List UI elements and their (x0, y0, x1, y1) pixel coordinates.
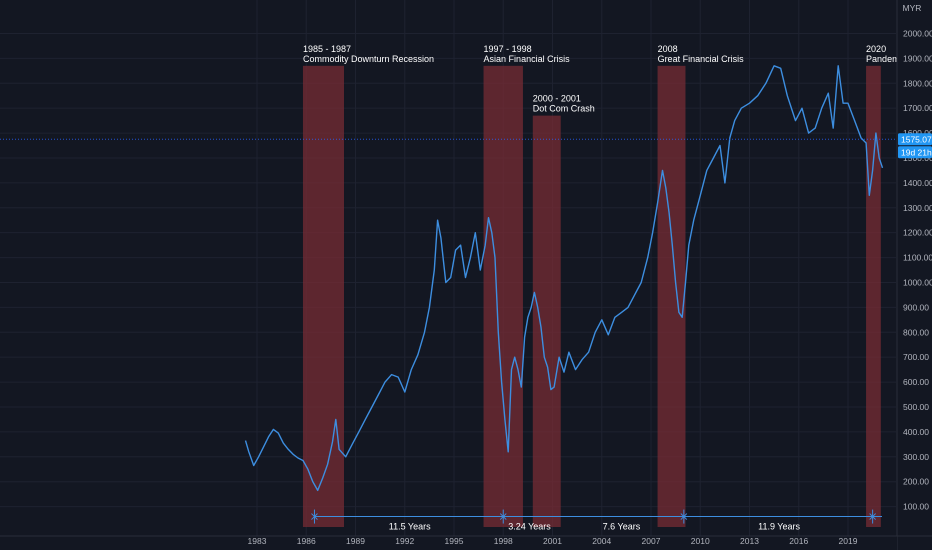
grid (0, 0, 896, 536)
crisis-band (302, 65, 345, 527)
y-tick-label: 1100.00 (903, 253, 932, 263)
y-tick-label: 1400.00 (903, 178, 932, 188)
y-tick-label: 200.00 (903, 477, 929, 487)
x-tick-label: 2013 (740, 536, 759, 546)
crisis-band (483, 65, 523, 527)
crisis-band (657, 65, 686, 527)
crisis-year-label: 2008 (658, 44, 678, 54)
price-axis[interactable] (897, 0, 932, 550)
x-tick-label: 2010 (691, 536, 710, 546)
y-tick-label: 1200.00 (903, 228, 932, 238)
crisis-year-label: 2000 - 2001 (533, 94, 581, 104)
y-tick-label: 1600.00 (903, 128, 932, 138)
y-tick-label: 1000.00 (903, 277, 932, 287)
y-tick-label: 2000.00 (903, 28, 932, 38)
crisis-name-label: Commodity Downturn Recession (303, 54, 434, 64)
crisis-name-label: Asian Financial Crisis (484, 54, 571, 64)
series-layer (0, 65, 896, 492)
x-tick-label: 2019 (839, 536, 858, 546)
crisis-band (866, 65, 881, 527)
countdown-value: 19d 21h (901, 147, 932, 157)
x-tick-label: 2004 (592, 536, 611, 546)
crisis-year-label: 1985 - 1987 (303, 44, 351, 54)
duration-label: 11.9 Years (758, 522, 800, 532)
duration-marker (680, 513, 688, 520)
current-price-badge (898, 133, 932, 146)
x-tick-label: 2001 (543, 536, 562, 546)
countdown-badge (898, 146, 932, 159)
x-tick-label: 1989 (346, 536, 365, 546)
x-tick-label: 1995 (445, 536, 464, 546)
y-tick-label: 1300.00 (903, 203, 932, 213)
duration-marker (499, 513, 507, 520)
y-tick-label: 1900.00 (903, 53, 932, 63)
x-tick-label: 1998 (494, 536, 513, 546)
y-tick-label: 500.00 (903, 402, 929, 412)
y-tick-label: 300.00 (903, 452, 929, 462)
y-tick-label: 1700.00 (903, 103, 932, 113)
crisis-band (532, 115, 561, 527)
duration-markers: 11.5 Years 3.24 Years 7.6 Years 11.9 Years (311, 509, 882, 532)
time-axis[interactable] (0, 536, 897, 550)
y-tick-label: 100.00 (903, 502, 929, 512)
duration-marker (869, 513, 876, 520)
y-tick-label: 900.00 (903, 302, 929, 312)
y-tick-label: 700.00 (903, 352, 929, 362)
x-tick-label: 1986 (297, 536, 316, 546)
current-price-value: 1575.07 (901, 134, 932, 144)
price-series-line (244, 65, 884, 492)
x-tick-label: 2016 (789, 536, 808, 546)
duration-label: 3.24 Years (508, 522, 551, 532)
duration-label: 7.6 Years (603, 522, 641, 532)
crisis-year-label: 2020 (866, 44, 886, 54)
x-tick-label: 2007 (642, 536, 661, 546)
crisis-name-label: Pandemic (866, 54, 907, 64)
crisis-year-label: 1997 - 1998 (484, 44, 532, 54)
crisis-name-label: Great Financial Crisis (658, 54, 745, 64)
x-tick-label: 1992 (395, 536, 414, 546)
crisis-name-label: Dot Com Crash (533, 104, 595, 114)
y-tick-label: 800.00 (903, 327, 929, 337)
duration-marker (311, 513, 318, 520)
y-tick-label: 400.00 (903, 427, 929, 437)
x-tick-label: 1983 (248, 536, 267, 546)
duration-label: 11.5 Years (389, 522, 431, 532)
currency-label: MYR (903, 3, 922, 13)
y-tick-label: 600.00 (903, 377, 929, 387)
y-tick-label: 1800.00 (903, 78, 932, 88)
